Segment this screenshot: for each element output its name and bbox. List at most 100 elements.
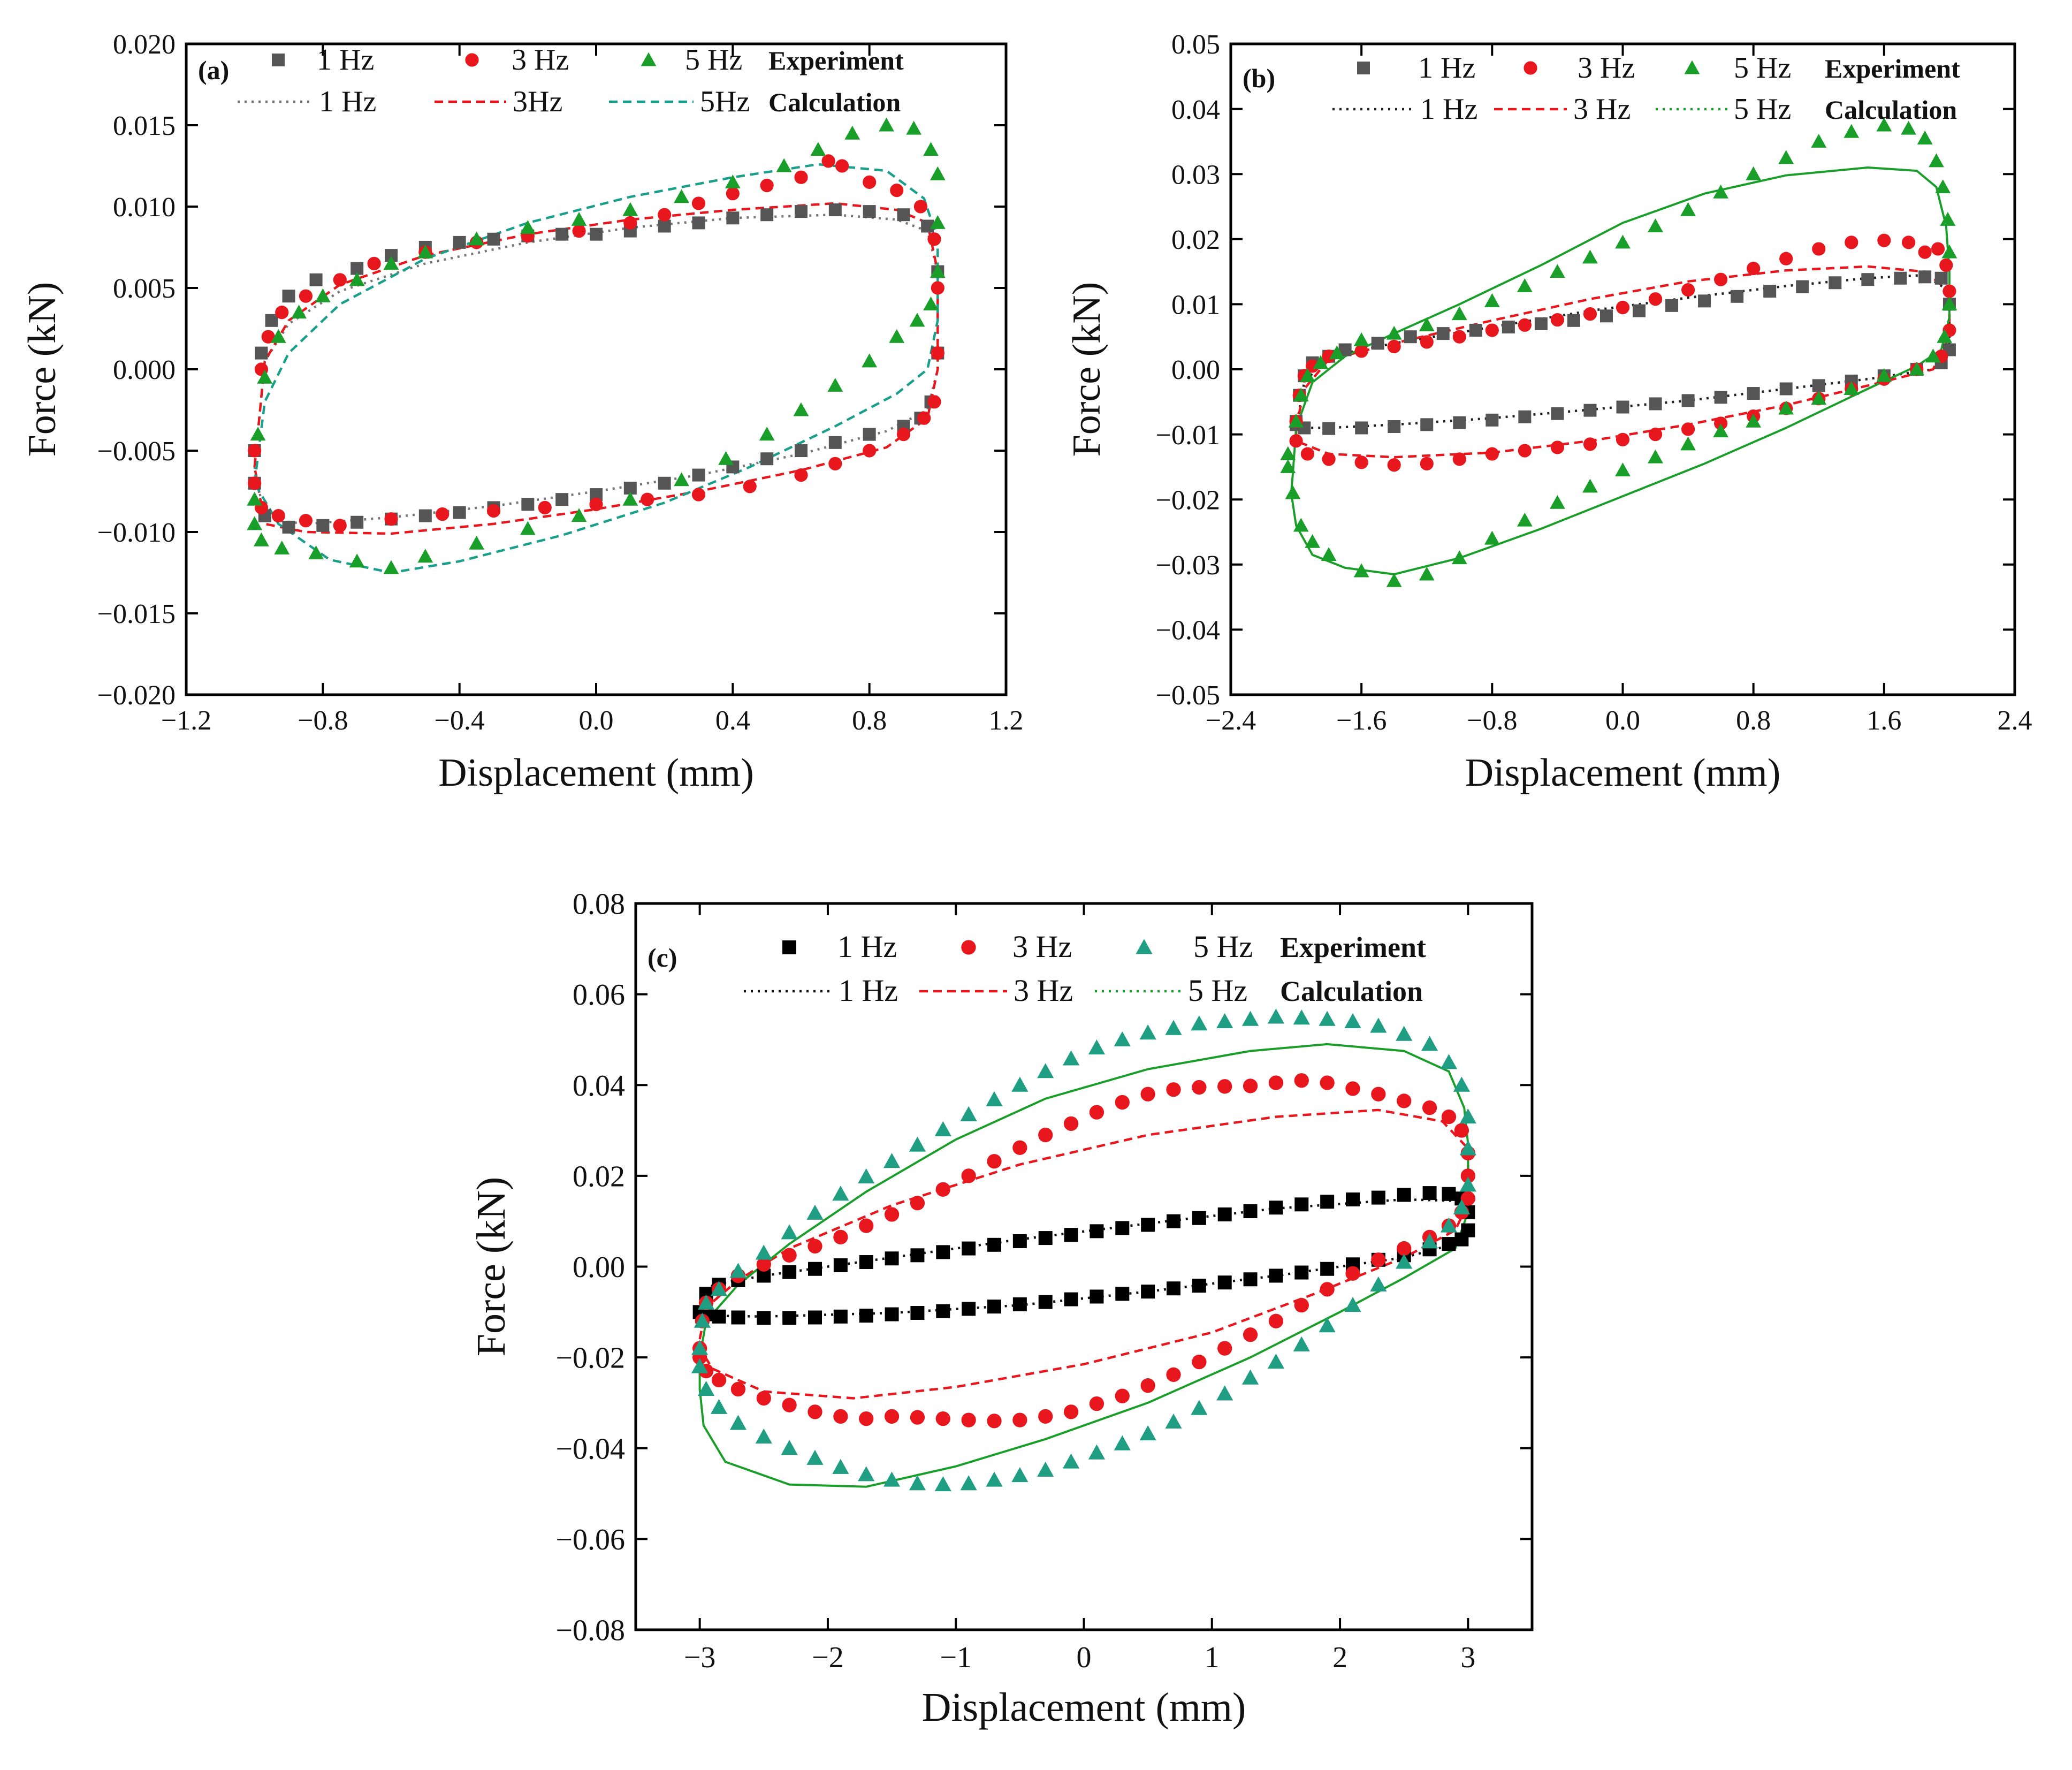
panel-c-data-point-1hz xyxy=(987,1300,1001,1314)
panel-b-data-point-3hz xyxy=(1902,236,1916,249)
panel-a-data-point-3hz xyxy=(299,289,313,303)
panel-b-data-point-1hz xyxy=(1633,304,1646,317)
panel-a: −1.2 −0.8 −0.4 0.0 0.4 0.8 1.2 −0.020 −0.015 −0.0… xyxy=(20,29,1024,795)
panel-a-data-point-3hz xyxy=(863,175,877,189)
panel-c-data-point-5hz xyxy=(1165,1413,1182,1429)
panel-c-data-point-1hz xyxy=(1294,1265,1309,1280)
panel-b-data-point-3hz xyxy=(1420,335,1434,349)
panel-b-data-point-3hz xyxy=(1485,447,1499,461)
panel-a-legend-marker-1hz xyxy=(272,54,285,66)
panel-b-data-point-3hz xyxy=(1550,440,1565,454)
panel-a-legend-symbol xyxy=(641,52,657,66)
panel-a-data-point-1hz xyxy=(795,444,808,457)
panel-b-xtick-label: −0.8 xyxy=(1467,705,1517,736)
panel-b-data-point-1hz xyxy=(1829,276,1842,290)
panel-c-data-point-3hz xyxy=(1089,1396,1104,1411)
panel-a-data-point-3hz xyxy=(931,281,944,295)
panel-c-data-point-5hz xyxy=(1396,1025,1413,1041)
panel-b-data-point-5hz xyxy=(1648,218,1663,232)
panel-c-legend-symbol xyxy=(782,940,796,954)
panel-c-data-point-5hz xyxy=(1037,1461,1054,1477)
panel-b-data-point-5hz xyxy=(1876,368,1892,382)
panel-c-data-point-5hz xyxy=(832,1186,849,1201)
panel-b-data-point-3hz xyxy=(1747,261,1761,276)
panel-a-data-point-1hz xyxy=(726,211,740,225)
panel-c-legend-marker-1hz xyxy=(782,940,796,954)
panel-c-legend-experiment-heading: Experiment xyxy=(1280,931,1426,963)
panel-c-data-point-3hz xyxy=(1422,1100,1437,1115)
panel-b-legend-marker-3hz xyxy=(1523,61,1537,75)
panel-a-data-point-5hz xyxy=(923,297,939,310)
panel-a-data-point-3hz xyxy=(486,504,501,518)
panel-b-data-point-1hz xyxy=(1681,394,1695,407)
panel-b-legend-exp-1hz: 1 Hz xyxy=(1418,51,1475,85)
panel-b-xtick-label: 0.8 xyxy=(1736,705,1771,736)
panel-c-data-point-1hz xyxy=(1346,1192,1360,1206)
panel-c-data-point-1hz xyxy=(936,1304,950,1318)
panel-c-data-point-5hz xyxy=(691,1340,709,1355)
panel-a-data-point-1hz xyxy=(418,509,432,522)
panel-c-data-point-3hz xyxy=(833,1229,848,1245)
panel-a-ytick-label: −0.015 xyxy=(97,599,176,629)
panel-a-calc-line-5hz xyxy=(253,163,939,574)
panel-c-data-point-3hz xyxy=(884,1409,900,1424)
panel-a-data-point-5hz xyxy=(923,142,939,156)
panel-b-data-point-1hz xyxy=(1894,271,1907,285)
panel-c-data-point-3hz xyxy=(1012,1140,1027,1155)
panel-b-ticks: −2.4 −1.6 −0.8 0.0 0.8 1.6 2.4 −0.05 −0.04 −0.03 −… xyxy=(1156,29,2032,736)
panel-b-data-point-5hz xyxy=(1550,495,1565,509)
panel-c-ytick-label: −0.04 xyxy=(555,1432,625,1465)
panel-c-calc-line-3hz xyxy=(698,1108,1469,1400)
panel-a-data-point-1hz xyxy=(760,452,774,466)
panel-c-data-point-3hz xyxy=(1217,1079,1232,1094)
panel-c-data-point-3hz xyxy=(1192,1354,1207,1370)
panel-b-data-point-3hz xyxy=(1485,323,1499,337)
panel-b-data-point-5hz xyxy=(1680,436,1696,451)
panel-c-data-point-3hz xyxy=(1345,1266,1360,1281)
panel-c-data-point-1hz xyxy=(1269,1268,1283,1283)
panel-b-data-point-3hz xyxy=(1648,428,1663,442)
panel-c-data-point-5hz xyxy=(781,1224,798,1240)
panel-a-data-point-5hz xyxy=(417,244,433,259)
panel-c-xtick-label: −3 xyxy=(684,1641,716,1674)
panel-b-data-point-5hz xyxy=(1746,166,1762,180)
panel-a-data-point-5hz xyxy=(254,532,269,546)
panel-c-xtick-label: 0 xyxy=(1077,1641,1092,1674)
panel-c-data-point-1hz xyxy=(782,1265,797,1279)
panel-a-data-point-5hz xyxy=(247,516,263,530)
panel-a-legend-exp-3hz: 3 Hz xyxy=(512,43,569,77)
panel-c-data-point-3hz xyxy=(808,1404,822,1419)
panel-c-legend-calculation-heading: Calculation xyxy=(1280,975,1423,1007)
panel-a-xtick-label: 0.0 xyxy=(579,705,614,736)
panel-a-xtick-label: 0.8 xyxy=(852,705,887,736)
panel-a-data-point-1hz xyxy=(828,203,842,217)
panel-b-data-point-5hz xyxy=(1811,391,1827,405)
panel-b-data-point-1hz xyxy=(1779,382,1793,396)
panel-c-data-point-3hz xyxy=(1371,1087,1386,1101)
panel-c-data-point-5hz xyxy=(710,1281,728,1296)
panel-c-data-point-1hz xyxy=(885,1251,899,1266)
panel-a-data-point-1hz xyxy=(255,346,268,360)
panel-a-data-point-1hz xyxy=(795,205,808,218)
panel-a-data-point-1hz xyxy=(351,515,364,529)
panel-c-data-point-5hz xyxy=(1344,1013,1361,1028)
panel-a-data-point-3hz xyxy=(691,196,706,210)
panel-a-data-point-5hz xyxy=(308,545,324,560)
panel-c-data-point-3hz xyxy=(1115,1095,1130,1110)
panel-c-data-point-3hz xyxy=(1397,1093,1412,1108)
panel-c-data-point-3hz xyxy=(1115,1388,1130,1403)
panel-c-data-point-3hz xyxy=(730,1381,746,1397)
panel-a-data-point-3hz xyxy=(828,457,842,470)
panel-b-data-point-1hz xyxy=(1763,285,1777,298)
panel-c-data-point-1hz xyxy=(1012,1234,1027,1249)
panel-b-ytick-label: 0.03 xyxy=(1171,159,1220,190)
panel-c-data-point-5hz xyxy=(1139,1425,1156,1441)
panel-c-xtick-label: 3 xyxy=(1460,1641,1475,1674)
panel-b-ytick-label: −0.01 xyxy=(1156,420,1220,451)
panel-a-data-point-1hz xyxy=(265,314,278,327)
panel-c-data-point-5hz xyxy=(1216,1385,1233,1401)
panel-c-data-point-3hz xyxy=(1192,1080,1207,1095)
panel-b-data-point-1hz xyxy=(1469,324,1482,337)
panel-c-data-point-1hz xyxy=(1192,1211,1206,1225)
panel-c-data-point-5hz xyxy=(806,1449,824,1465)
